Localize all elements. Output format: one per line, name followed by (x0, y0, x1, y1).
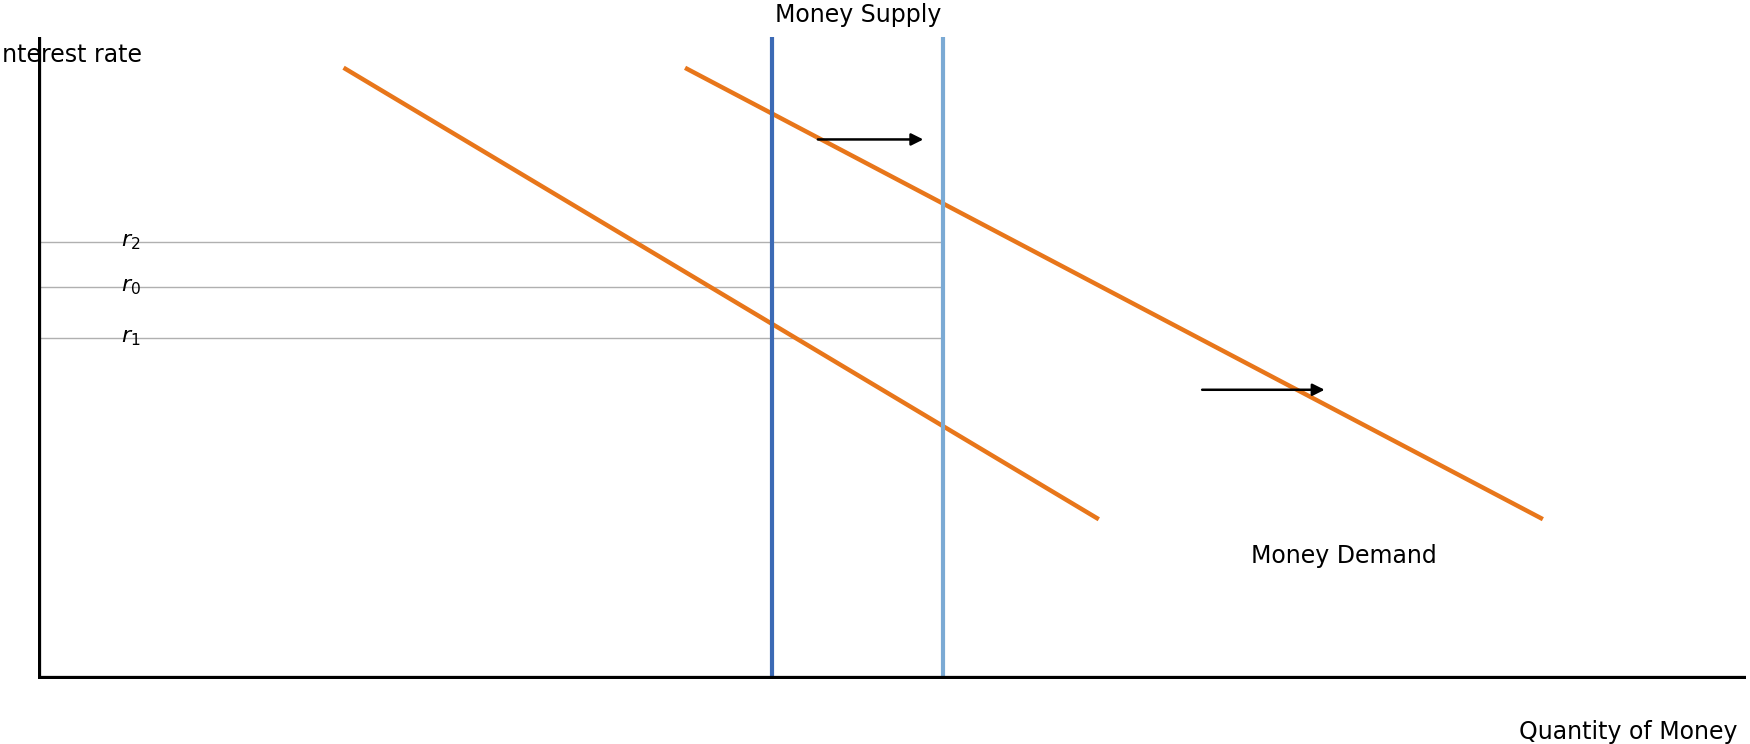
Text: Money Supply: Money Supply (775, 3, 942, 27)
Text: $r_1$: $r_1$ (121, 328, 140, 348)
Text: Interest rate: Interest rate (0, 43, 142, 67)
Text: $r_0$: $r_0$ (121, 277, 140, 297)
Text: Quantity of Money: Quantity of Money (1519, 720, 1738, 744)
Text: $r_2$: $r_2$ (121, 232, 140, 252)
Text: Money Demand: Money Demand (1251, 544, 1437, 568)
